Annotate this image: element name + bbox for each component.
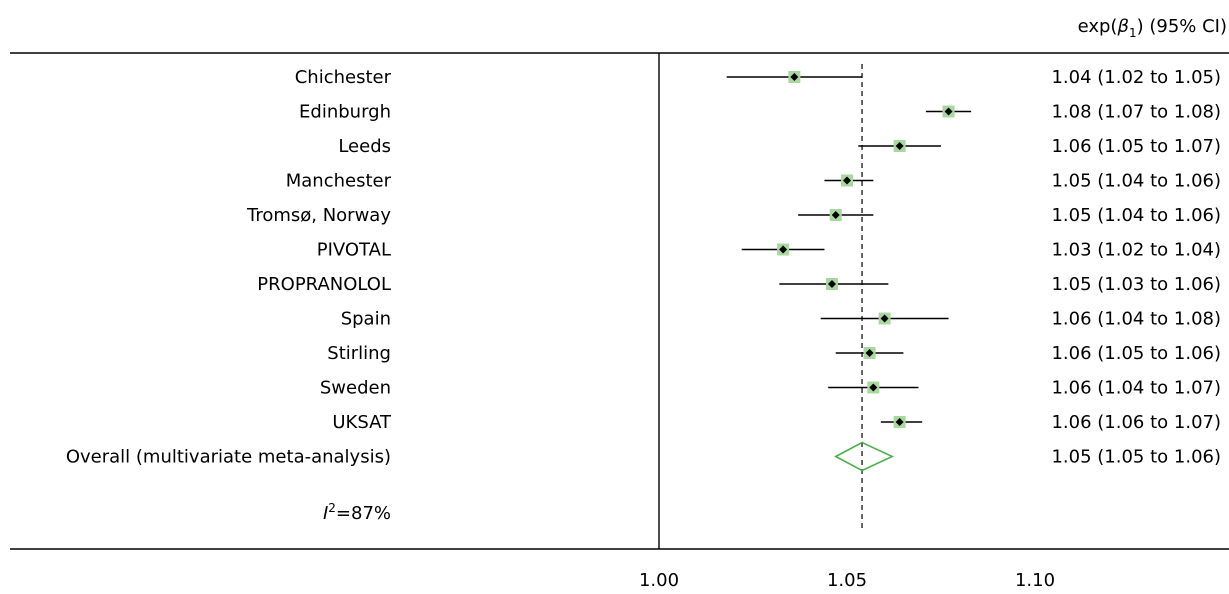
- study-row: PIVOTAL 1.03 (1.02 to 1.04): [317, 240, 1221, 261]
- study-name: PROPRANOLOL: [257, 274, 391, 295]
- ci-text: 1.05 (1.04 to 1.06): [1051, 171, 1221, 192]
- study-name: Manchester: [286, 171, 392, 192]
- study-row: PROPRANOLOL 1.05 (1.03 to 1.06): [257, 274, 1221, 295]
- study-name: Sweden: [320, 378, 391, 399]
- ci-text: 1.06 (1.05 to 1.07): [1051, 136, 1221, 157]
- heterogeneity-label: I2=87%: [323, 501, 391, 524]
- study-row: Chichester 1.04 (1.02 to 1.05): [295, 67, 1221, 88]
- column-header: exp(β1) (95% CI): [1078, 16, 1227, 40]
- study-name: Stirling: [327, 343, 391, 364]
- i-symbol: I: [323, 503, 328, 524]
- point-estimate: [869, 383, 878, 392]
- ci-text: 1.08 (1.07 to 1.08): [1051, 102, 1221, 123]
- study-row: Tromsø, Norway 1.05 (1.04 to 1.06): [246, 205, 1221, 226]
- ci-text: 1.04 (1.02 to 1.05): [1051, 67, 1221, 88]
- point-estimate: [790, 73, 799, 81]
- overall-ci-text: 1.05 (1.05 to 1.06): [1051, 447, 1221, 468]
- study-name: Spain: [341, 309, 391, 330]
- i-superscript: 2: [328, 501, 336, 515]
- x-tick-label: 1.10: [1015, 570, 1055, 591]
- x-axis-ticks: 1.00 1.05 1.10: [639, 570, 1055, 591]
- ci-text: 1.05 (1.04 to 1.06): [1051, 205, 1221, 226]
- study-row: Sweden 1.06 (1.04 to 1.07): [320, 378, 1221, 399]
- point-estimate: [843, 176, 851, 185]
- study-row: Leeds 1.06 (1.05 to 1.07): [338, 136, 1221, 157]
- study-row: Stirling 1.06 (1.05 to 1.06): [327, 343, 1221, 364]
- x-tick-label: 1.00: [639, 570, 679, 591]
- beta-subscript: 1: [1129, 26, 1137, 40]
- study-name: Chichester: [295, 67, 392, 88]
- point-estimate: [895, 142, 904, 150]
- point-estimate: [831, 211, 840, 219]
- point-estimate: [895, 418, 904, 426]
- study-name: Edinburgh: [299, 102, 391, 123]
- study-row: Edinburgh 1.08 (1.07 to 1.08): [299, 102, 1221, 123]
- point-estimate: [827, 280, 836, 288]
- overall-diamond: [834, 441, 895, 472]
- study-rows: Chichester 1.04 (1.02 to 1.05) Edinburgh 1.…: [66, 67, 1221, 472]
- ci-text: 1.06 (1.05 to 1.06): [1051, 343, 1221, 364]
- study-name: Tromsø, Norway: [246, 205, 391, 226]
- study-name: Leeds: [338, 136, 391, 157]
- overall-row: Overall (multivariate meta-analysis) 1.05…: [66, 441, 1221, 472]
- ci-text: 1.06 (1.04 to 1.08): [1051, 309, 1221, 330]
- ci-text: 1.06 (1.06 to 1.07): [1051, 412, 1221, 433]
- ci-text: 1.06 (1.04 to 1.07): [1051, 378, 1221, 399]
- study-row: Manchester 1.05 (1.04 to 1.06): [286, 171, 1221, 192]
- point-estimate: [865, 349, 874, 357]
- study-name: UKSAT: [332, 412, 392, 433]
- ci-text: 1.05 (1.03 to 1.06): [1051, 274, 1221, 295]
- x-tick-label: 1.05: [827, 570, 867, 591]
- study-row: UKSAT 1.06 (1.06 to 1.07): [332, 412, 1221, 433]
- overall-name: Overall (multivariate meta-analysis): [66, 447, 391, 468]
- study-name: PIVOTAL: [317, 240, 391, 261]
- ci-text: 1.03 (1.02 to 1.04): [1051, 240, 1221, 261]
- point-estimate: [944, 107, 953, 116]
- beta-symbol: β: [1116, 16, 1129, 37]
- point-estimate: [779, 245, 788, 254]
- point-estimate: [880, 314, 889, 323]
- study-row: Spain 1.06 (1.04 to 1.08): [341, 309, 1221, 330]
